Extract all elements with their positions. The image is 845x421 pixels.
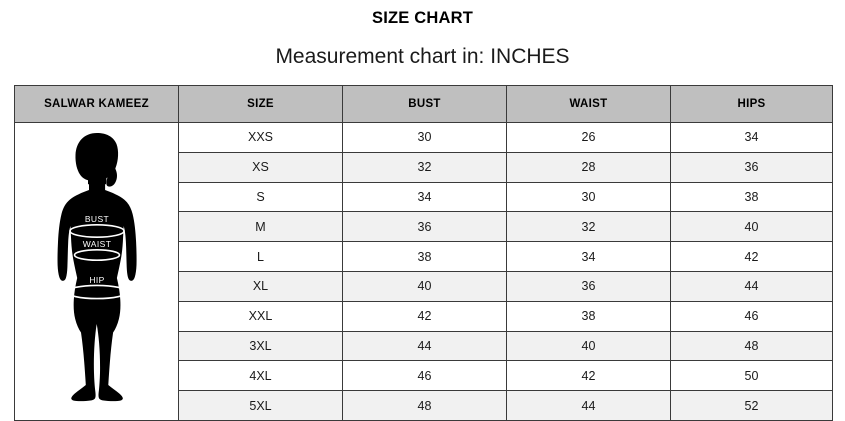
cell-bust: 42	[342, 300, 507, 332]
bust-label: BUST	[84, 214, 108, 224]
waist-label: WAIST	[82, 239, 111, 249]
cell-bust: 44	[342, 330, 507, 362]
body-figure-cell: BUST WAIST HIP	[14, 122, 179, 421]
cell-bust: 46	[342, 360, 507, 392]
cell-bust: 34	[342, 181, 507, 213]
cell-size: XL	[178, 270, 343, 302]
cell-hips: 46	[670, 300, 833, 332]
cell-bust: 32	[342, 151, 507, 183]
cell-waist: 40	[506, 330, 671, 362]
cell-size: XXL	[178, 300, 343, 332]
figure-wrap: BUST WAIST HIP	[15, 123, 178, 411]
cell-waist: 30	[506, 181, 671, 213]
page-subtitle: Measurement chart in: INCHES	[275, 45, 570, 68]
column-header-hips: HIPS	[670, 85, 833, 123]
cell-waist: 28	[506, 151, 671, 183]
cell-hips: 44	[670, 270, 833, 302]
cell-waist: 36	[506, 270, 671, 302]
cell-hips: 36	[670, 151, 833, 183]
cell-hips: 52	[670, 390, 833, 421]
cell-waist: 26	[506, 122, 671, 153]
waist-measure-ellipse	[73, 249, 120, 262]
chart-header: SIZE CHART Measurement chart in: INCHES	[0, 0, 845, 70]
cell-waist: 44	[506, 390, 671, 421]
column-header-bust: BUST	[342, 85, 507, 123]
column-header-size: SIZE	[178, 85, 343, 123]
cell-waist: 42	[506, 360, 671, 392]
column-header-salwar-kameez: SALWAR KAMEEZ	[14, 85, 179, 123]
cell-hips: 34	[670, 122, 833, 153]
cell-bust: 38	[342, 241, 507, 272]
table-row: 4XL 46 42 50	[15, 360, 833, 392]
table-row: 3XL 44 40 48	[15, 330, 833, 362]
table-row: L 38 34 42	[15, 241, 833, 272]
cell-bust: 48	[342, 390, 507, 421]
cell-hips: 50	[670, 360, 833, 392]
cell-bust: 30	[342, 122, 507, 153]
table-row: XXL 42 38 46	[15, 300, 833, 332]
cell-size: M	[178, 211, 343, 243]
cell-hips: 38	[670, 181, 833, 213]
size-chart-table: SALWAR KAMEEZ SIZE BUST WAIST HIPS	[14, 85, 833, 421]
column-header-waist: WAIST	[506, 85, 671, 123]
female-body-silhouette-icon: BUST WAIST HIP	[57, 133, 137, 402]
cell-size: S	[178, 181, 343, 213]
cell-size: L	[178, 241, 343, 272]
hip-measure-ellipse	[65, 284, 128, 300]
cell-hips: 42	[670, 241, 833, 272]
table-row: XS 32 28 36	[15, 151, 833, 183]
table-header-row: SALWAR KAMEEZ SIZE BUST WAIST HIPS	[14, 85, 833, 123]
table-row: S 34 30 38	[15, 181, 833, 213]
cell-bust: 40	[342, 270, 507, 302]
hip-label: HIP	[89, 275, 104, 285]
bust-measure-ellipse	[68, 224, 125, 239]
cell-size: 4XL	[178, 360, 343, 392]
page-title: SIZE CHART	[372, 9, 473, 27]
cell-size: XXS	[178, 122, 343, 153]
cell-size: 5XL	[178, 390, 343, 421]
cell-hips: 48	[670, 330, 833, 362]
cell-hips: 40	[670, 211, 833, 243]
cell-size: 3XL	[178, 330, 343, 362]
table-row: BUST WAIST HIP XXS 30 26 34	[14, 122, 833, 421]
cell-waist: 34	[506, 241, 671, 272]
table-row: M 36 32 40	[15, 211, 833, 243]
cell-bust: 36	[342, 211, 507, 243]
cell-size: XS	[178, 151, 343, 183]
table-row: 5XL 48 44 52	[15, 390, 833, 421]
cell-waist: 38	[506, 300, 671, 332]
cell-waist: 32	[506, 211, 671, 243]
